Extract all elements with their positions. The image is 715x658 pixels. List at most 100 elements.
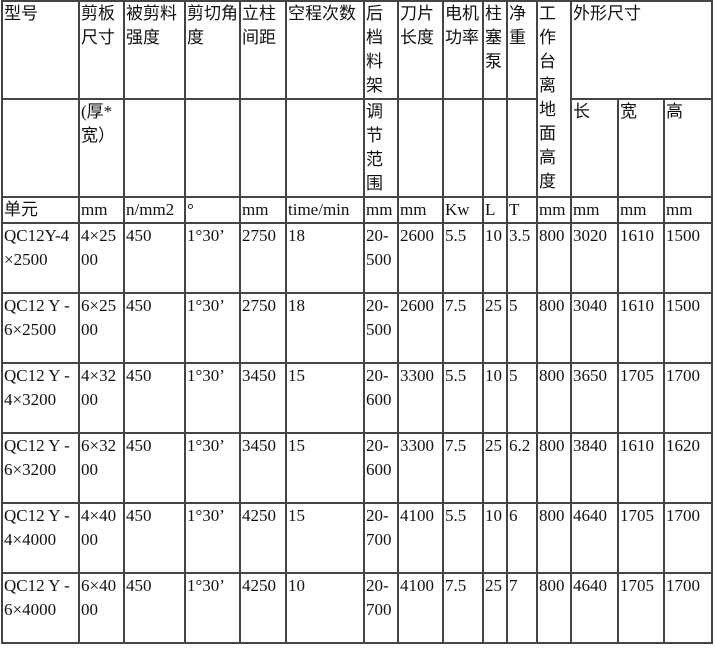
table-cell: 1705 [617,572,665,644]
table-cell: 3020 [570,222,619,294]
table-cell: 800 [536,292,572,364]
unit-cell: L [482,196,508,224]
header-row: (厚*宽） 调节范围 长宽高 [1,98,713,198]
column-subheader [397,98,444,198]
table-cell: QC12 Y -6×3200 [1,432,80,504]
unit-cell: n/mm2 [123,196,186,224]
table-cell: 15 [285,502,365,574]
table-cell: 18 [285,292,365,364]
table-cell: 450 [123,572,186,644]
column-header: 型号 [1,0,80,100]
table-cell: 6.2 [506,432,538,504]
table-cell: 4640 [570,572,619,644]
table-cell: 450 [123,292,186,364]
table-cell: 450 [123,222,186,294]
table-row: QC12 Y -6×4000 6×4000 450 1°30’ 4250 10 20-700… [1,572,713,644]
table-cell: 1620 [663,432,713,504]
header-row: 型号 剪板尺寸 被剪料强度 剪切角度 立柱间距 空程次数 后档料架 刀片长度 电机功率 柱塞泵 净重… [1,0,713,198]
table-cell: 5 [506,292,538,364]
column-header: 空程次数 [285,0,365,100]
table-cell: 4×3200 [78,362,125,434]
table-cell: 3.5 [506,222,538,294]
column-subheader [442,98,484,198]
table-cell: 1°30’ [184,572,241,644]
column-subheader: 调节范围 [363,98,399,198]
table-cell: 3840 [570,432,619,504]
table-cell: 7.5 [442,292,484,364]
table-cell: 20-500 [363,292,399,364]
table-cell: 800 [536,502,572,574]
table-cell: 20-500 [363,222,399,294]
table-cell: 4250 [239,502,287,574]
table-cell: 450 [123,362,186,434]
column-subheader [123,98,186,198]
table-cell: 5 [506,362,538,434]
table-cell: 800 [536,362,572,434]
table-cell: 3300 [397,362,444,434]
column-subheader [1,98,80,198]
unit-cell: 单元 [1,196,80,224]
table-cell: 450 [123,432,186,504]
unit-cell: ° [184,196,241,224]
table-cell: 2750 [239,292,287,364]
table-cell: 3040 [570,292,619,364]
unit-cell: mm [397,196,444,224]
column-header: 剪板尺寸 [78,0,125,100]
table-cell: 1700 [663,362,713,434]
column-subheader: (厚*宽） [78,98,125,198]
table-cell: 20-600 [363,362,399,434]
column-subheader [184,98,241,198]
table-row: QC12 Y -6×2500 6×2500 450 1°30’ 2750 18 20-500… [1,292,713,364]
table-cell: 10 [482,222,508,294]
table-cell: 15 [285,432,365,504]
table-cell: 2600 [397,292,444,364]
unit-cell: mm [570,196,619,224]
table-cell: 4250 [239,572,287,644]
table-cell: 6×4000 [78,572,125,644]
table-row: QC12Y-4×2500 4×2500 450 1°30’ 2750 18 20-500 26… [1,222,713,294]
table-row: QC12 Y -4×4000 4×4000 450 1°30’ 4250 15 20-700… [1,502,713,574]
table-cell: 1705 [617,502,665,574]
table-cell: 20-600 [363,432,399,504]
table-cell: 7.5 [442,572,484,644]
table-cell: 450 [123,502,186,574]
column-header: 工作台离地面高度 [536,0,572,198]
table-row: QC12 Y -4×3200 4×3200 450 1°30’ 3450 15 20-600… [1,362,713,434]
table-cell: QC12 Y -4×4000 [1,502,80,574]
table-cell: QC12 Y -4×3200 [1,362,80,434]
unit-cell: T [506,196,538,224]
table-cell: 5.5 [442,502,484,574]
unit-cell: mm [239,196,287,224]
table-cell: 1705 [617,362,665,434]
table-cell: 3450 [239,362,287,434]
table-cell: QC12 Y -6×2500 [1,292,80,364]
column-header: 刀片长度 [397,0,444,100]
column-subheader: 宽 [617,98,665,198]
table-cell: 800 [536,572,572,644]
table-cell: 4640 [570,502,619,574]
unit-cell: mm [78,196,125,224]
table-row: QC12 Y -6×3200 6×3200 450 1°30’ 3450 15 20-600… [1,432,713,504]
unit-cell: mm [663,196,713,224]
table-cell: 20-700 [363,572,399,644]
table-cell: 4×2500 [78,222,125,294]
table-cell: QC12 Y -6×4000 [1,572,80,644]
column-header: 电机功率 [442,0,484,100]
table-cell: 3650 [570,362,619,434]
table-cell: 6 [506,502,538,574]
table-cell: QC12Y-4×2500 [1,222,80,294]
column-header: 后档料架 [363,0,399,100]
table-cell: 5.5 [442,222,484,294]
table-cell: 1610 [617,222,665,294]
column-subheader [506,98,538,198]
unit-cell: Kw [442,196,484,224]
table-cell: 6×2500 [78,292,125,364]
table-cell: 10 [482,502,508,574]
table-cell: 25 [482,432,508,504]
column-header: 被剪料强度 [123,0,186,100]
table-cell: 1700 [663,502,713,574]
table-cell: 1°30’ [184,502,241,574]
column-header: 柱塞泵 [482,0,508,100]
table-cell: 1°30’ [184,292,241,364]
table-cell: 2600 [397,222,444,294]
